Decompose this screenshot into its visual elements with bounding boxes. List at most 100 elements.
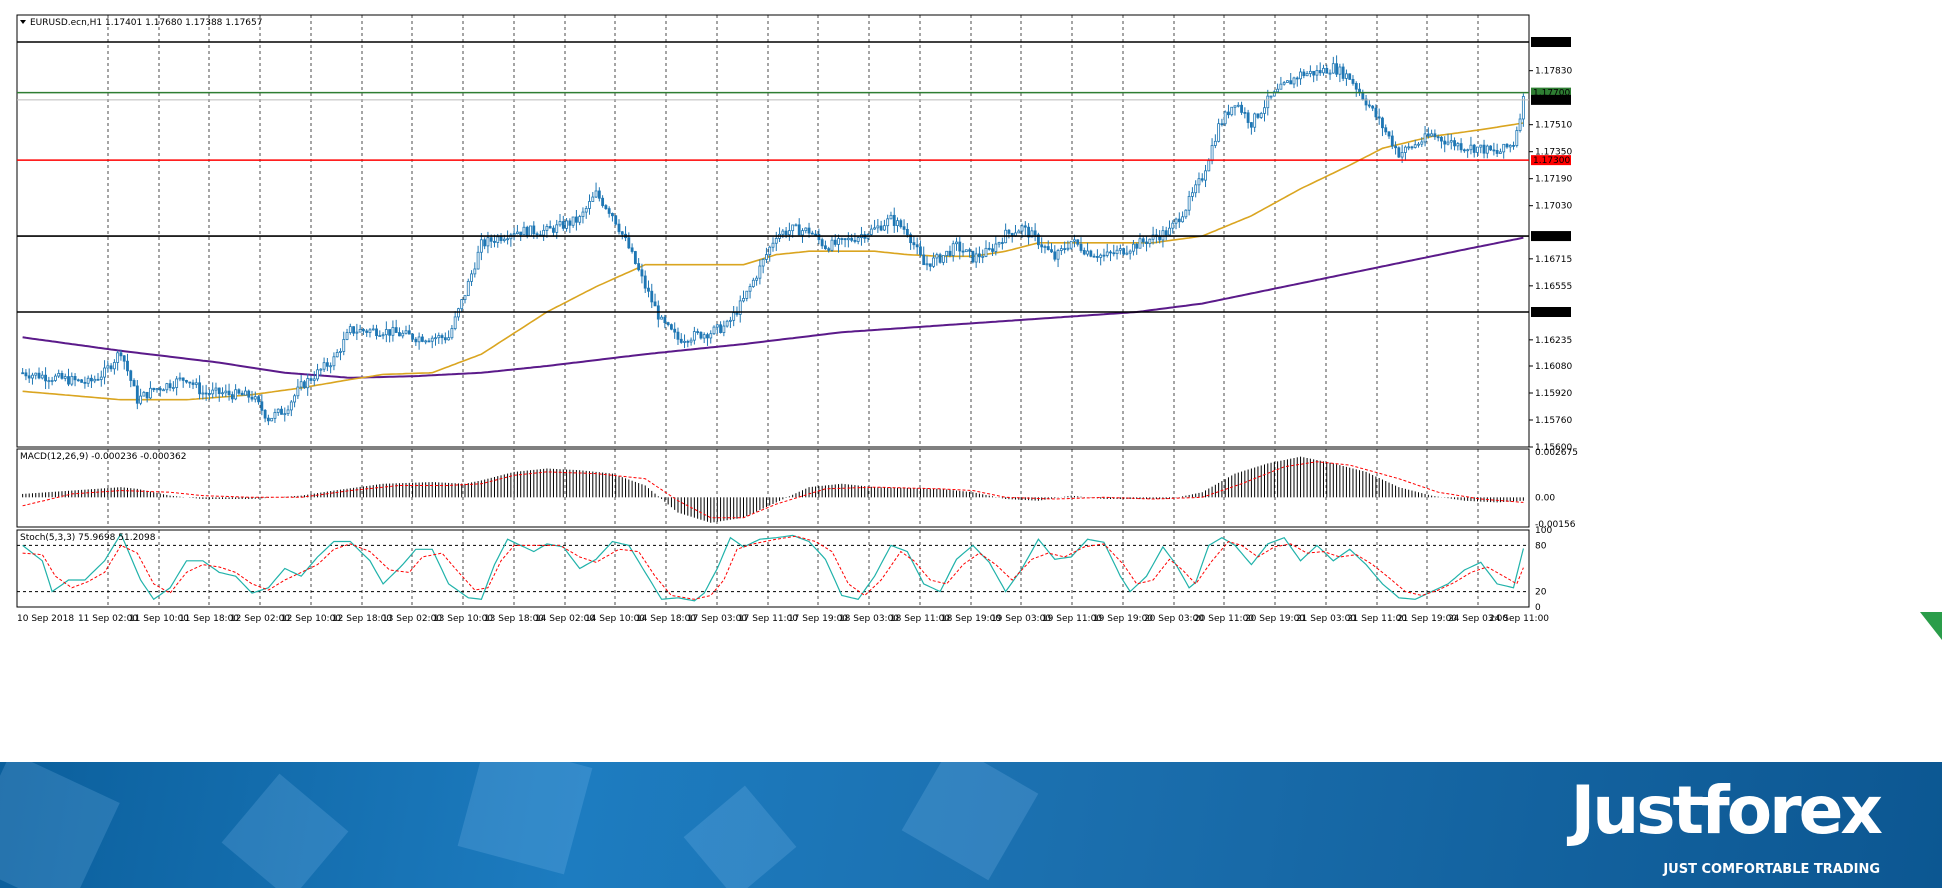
candle-body	[1249, 122, 1253, 128]
candle-body	[132, 380, 136, 387]
ema-slow-line	[22, 236, 1524, 379]
candle-body	[1043, 246, 1047, 248]
candle-body	[964, 249, 968, 253]
candle-body	[889, 214, 893, 220]
candle-body	[1479, 144, 1483, 148]
candle-body	[368, 329, 372, 333]
candle-body	[499, 236, 503, 241]
candle-body	[404, 330, 408, 334]
candle-body	[1168, 227, 1171, 236]
candle-body	[679, 338, 683, 343]
candle-body	[987, 247, 991, 250]
x-tick-label: 20 Sep 11:00	[1194, 614, 1254, 624]
candle-body	[555, 224, 559, 233]
candle-body	[149, 387, 152, 399]
candle-body	[751, 279, 755, 287]
candle-body	[1036, 234, 1040, 246]
candle-body	[463, 295, 467, 301]
candle-body	[407, 330, 411, 335]
candle-body	[470, 273, 473, 282]
candle-body	[1295, 77, 1299, 80]
candle-body	[922, 254, 926, 266]
x-tick-label: 19 Sep 11:00	[1042, 614, 1102, 624]
candle-body	[1099, 254, 1103, 258]
candle-body	[247, 390, 251, 398]
candle-body	[1118, 248, 1122, 251]
candle-body	[1279, 83, 1283, 90]
candle-body	[643, 275, 647, 289]
candle-body	[722, 325, 726, 333]
x-tick-label: 12 Sep 10:00	[281, 614, 341, 624]
x-tick-label: 11 Sep 10:00	[129, 614, 189, 624]
candle-body	[1050, 249, 1053, 253]
candle-body	[1177, 218, 1181, 223]
candle-body	[73, 376, 77, 381]
y-tick-label: 1.17190	[1535, 175, 1572, 185]
candle-body	[650, 290, 654, 303]
candle-body	[93, 378, 97, 382]
x-tick-label: 18 Sep 11:00	[890, 614, 950, 624]
level-tag	[1531, 37, 1571, 47]
candle-body	[293, 395, 297, 403]
candle-body	[565, 220, 568, 229]
candle-body	[519, 231, 523, 236]
candle-body	[119, 352, 123, 357]
candle-body	[984, 247, 988, 257]
chart-area: 10 Sep 2018 11 Sep 02:00 11 Sep 10:00 11 Se…	[16, 14, 1942, 640]
candle-body	[666, 322, 670, 326]
candle-body	[712, 326, 716, 335]
candle-body	[483, 239, 487, 247]
candle-body	[558, 221, 562, 226]
candle-body	[1472, 144, 1476, 153]
candle-body	[1433, 133, 1437, 138]
candle-body	[158, 388, 162, 391]
candle-body	[765, 254, 768, 260]
candle-body	[876, 225, 880, 229]
candle-body	[974, 253, 978, 263]
candle-body	[1240, 104, 1243, 113]
candle-body	[103, 367, 106, 378]
candle-body	[932, 257, 935, 267]
candle-body	[1364, 98, 1368, 106]
candle-body	[142, 391, 146, 397]
candle-body	[1505, 143, 1509, 148]
candle-body	[440, 335, 444, 339]
candle-body	[204, 392, 208, 395]
candle-body	[24, 372, 28, 377]
macd-y-label: 0.002675	[1535, 448, 1578, 458]
candle-body	[1512, 144, 1515, 147]
candle-body	[1187, 195, 1191, 211]
candle-body	[938, 254, 942, 263]
candle-body	[339, 351, 342, 353]
candle-body	[886, 218, 890, 227]
level-tag	[1531, 155, 1571, 166]
candle-body	[732, 312, 736, 321]
candle-body	[443, 337, 447, 341]
candle-body	[135, 385, 139, 404]
level-tag-label: 1.16400	[1533, 308, 1570, 318]
x-tick-label: 18 Sep 03:00	[839, 614, 899, 624]
x-tick-label: 21 Sep 03:00	[1296, 614, 1356, 624]
candle-body	[1148, 238, 1152, 244]
candle-body	[902, 226, 906, 230]
candle-body	[588, 201, 591, 209]
candle-body	[80, 379, 84, 383]
candle-body	[1027, 226, 1030, 238]
candle-body	[1204, 170, 1207, 181]
candle-body	[958, 241, 962, 252]
candle-body	[774, 238, 778, 244]
candle-body	[1302, 71, 1306, 77]
candle-body	[1066, 247, 1070, 250]
candle-body	[211, 389, 215, 395]
candle-body	[951, 243, 955, 256]
x-tick-label: 10 Sep 2018	[17, 614, 74, 624]
candle-body	[699, 331, 703, 339]
candle-body	[617, 223, 621, 233]
candle-body	[1269, 95, 1273, 98]
candle-body	[1351, 78, 1355, 84]
x-tick-label: 19 Sep 03:00	[991, 614, 1051, 624]
candle-body	[1151, 234, 1155, 240]
candle-body	[453, 316, 457, 329]
candle-body	[673, 328, 677, 333]
candle-body	[1449, 140, 1453, 143]
